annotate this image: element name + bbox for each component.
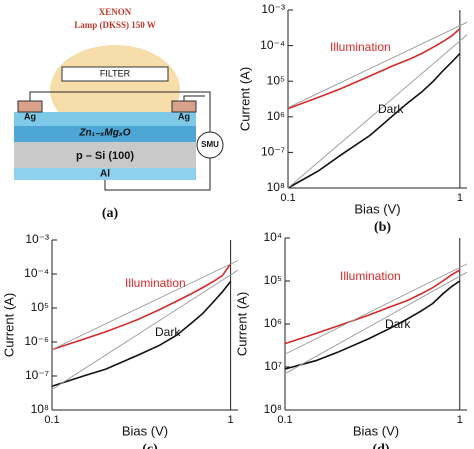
- y-tick-label: 10⁵: [267, 73, 285, 87]
- fit-line: [284, 271, 468, 375]
- series-annotation: Illumination: [330, 40, 391, 54]
- series-annotation: Dark: [385, 317, 411, 331]
- lamp-label: Lamp (DKSS) 150 W: [74, 20, 156, 30]
- data-line: [287, 28, 461, 110]
- y-tick-label: 10⁻³: [261, 2, 285, 16]
- y-axis-label: Current (A): [1, 293, 16, 357]
- y-tick-label: 10⁻⁴: [260, 38, 285, 52]
- series-annotation: Illumination: [340, 269, 401, 283]
- layer-label: Al: [100, 169, 110, 180]
- layer-label: Zn₁₋ₓMgₓO: [78, 128, 130, 139]
- x-axis-label: Bias (V): [354, 201, 400, 216]
- y-tick-label: 10⁻³: [25, 232, 49, 246]
- x-tick-label: 1: [228, 414, 234, 426]
- x-tick-label: 1: [457, 414, 463, 426]
- y-tick-label: 10⁴: [263, 230, 282, 244]
- setup-diagram: FILTER XENON Lamp (DKSS) 150 W Ag Ag Zn₁…: [14, 7, 224, 221]
- y-axis-label: Current (A): [237, 67, 252, 131]
- layer-znmgo: [14, 126, 196, 142]
- layer-si: [14, 142, 196, 168]
- x-tick-label: 1: [457, 192, 463, 204]
- series-annotation: Dark: [378, 102, 404, 116]
- contact: [171, 100, 197, 113]
- smu: [196, 131, 224, 159]
- x-tick-label: 0.1: [277, 414, 292, 426]
- wire: [29, 91, 211, 132]
- y-axis-label: Current (A): [234, 292, 249, 356]
- fit-line: [51, 260, 239, 350]
- contact: [17, 100, 43, 113]
- panel-label: (d): [372, 442, 389, 449]
- data-line: [51, 281, 232, 387]
- y-tick-label: 10⁵: [31, 300, 49, 314]
- contact-label: Ag: [24, 111, 36, 121]
- y-tick-label: 10⁻⁷: [261, 145, 285, 159]
- y-tick-label: 10⁸: [267, 180, 285, 194]
- wire: [104, 158, 211, 191]
- y-tick-label: 10⁻⁴: [24, 266, 49, 280]
- fit-line: [287, 21, 468, 109]
- series-annotation: Dark: [155, 325, 181, 339]
- fit-line: [284, 263, 468, 355]
- y-tick-label: 10⁵: [264, 273, 282, 287]
- layer-al: [14, 168, 196, 180]
- x-tick-label: 0.1: [44, 414, 59, 426]
- wire: [183, 95, 205, 101]
- x-axis-label: Bias (V): [122, 423, 168, 438]
- y-tick-label: 10⁸: [264, 402, 282, 416]
- smu-label: SMU: [201, 140, 219, 149]
- data-line: [284, 269, 461, 345]
- data-line: [287, 52, 461, 189]
- y-tick-label: 10⁶: [267, 109, 285, 123]
- x-tick-label: 0.1: [280, 192, 295, 204]
- x-axis-label: Bias (V): [353, 423, 399, 438]
- y-tick-label: 10⁻⁷: [25, 368, 49, 382]
- layer-label: p – Si (100): [76, 150, 134, 162]
- fit-line: [51, 269, 239, 390]
- lamp-label: XENON: [99, 7, 132, 17]
- y-tick-label: 10⁶: [264, 316, 282, 330]
- series-annotation: Illumination: [125, 276, 186, 290]
- fit-line: [287, 34, 468, 189]
- data-line: [284, 280, 461, 370]
- y-tick-label: 10⁻⁶: [24, 334, 49, 348]
- data-line: [51, 263, 232, 351]
- contact-label: Ag: [178, 111, 190, 121]
- y-tick-label: 10⁸: [31, 402, 49, 416]
- panel-label: (a): [102, 206, 119, 221]
- filter-box: [61, 66, 169, 82]
- panel-label: (b): [374, 220, 391, 235]
- panel-label: (c): [142, 442, 158, 449]
- layer-znmgo: [14, 112, 196, 126]
- y-tick-label: 10⁷: [264, 359, 282, 373]
- filter-label: FILTER: [100, 68, 131, 78]
